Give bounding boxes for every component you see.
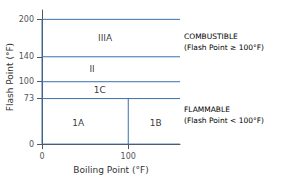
- svg-text:200: 200: [19, 15, 34, 24]
- svg-text:100: 100: [121, 152, 136, 161]
- svg-text:(Flash Point ≥ 100°F): (Flash Point ≥ 100°F): [184, 43, 264, 52]
- svg-text:0: 0: [29, 140, 34, 149]
- svg-text:1A: 1A: [72, 118, 85, 128]
- svg-text:(Flash Point < 100°F): (Flash Point < 100°F): [184, 116, 264, 125]
- svg-text:Flash Point (°F): Flash Point (°F): [5, 43, 15, 111]
- svg-text:100: 100: [19, 77, 34, 86]
- svg-text:FLAMMABLE: FLAMMABLE: [184, 105, 230, 114]
- svg-text:Boiling Point (°F): Boiling Point (°F): [73, 165, 148, 175]
- svg-text:73: 73: [24, 94, 34, 103]
- svg-text:0: 0: [39, 152, 44, 161]
- svg-text:1C: 1C: [94, 85, 106, 95]
- svg-text:1B: 1B: [150, 118, 162, 128]
- svg-text:II: II: [89, 64, 94, 74]
- svg-text:IIIA: IIIA: [98, 33, 113, 43]
- svg-text:140: 140: [19, 52, 34, 61]
- svg-text:COMBUSTIBLE: COMBUSTIBLE: [184, 32, 238, 41]
